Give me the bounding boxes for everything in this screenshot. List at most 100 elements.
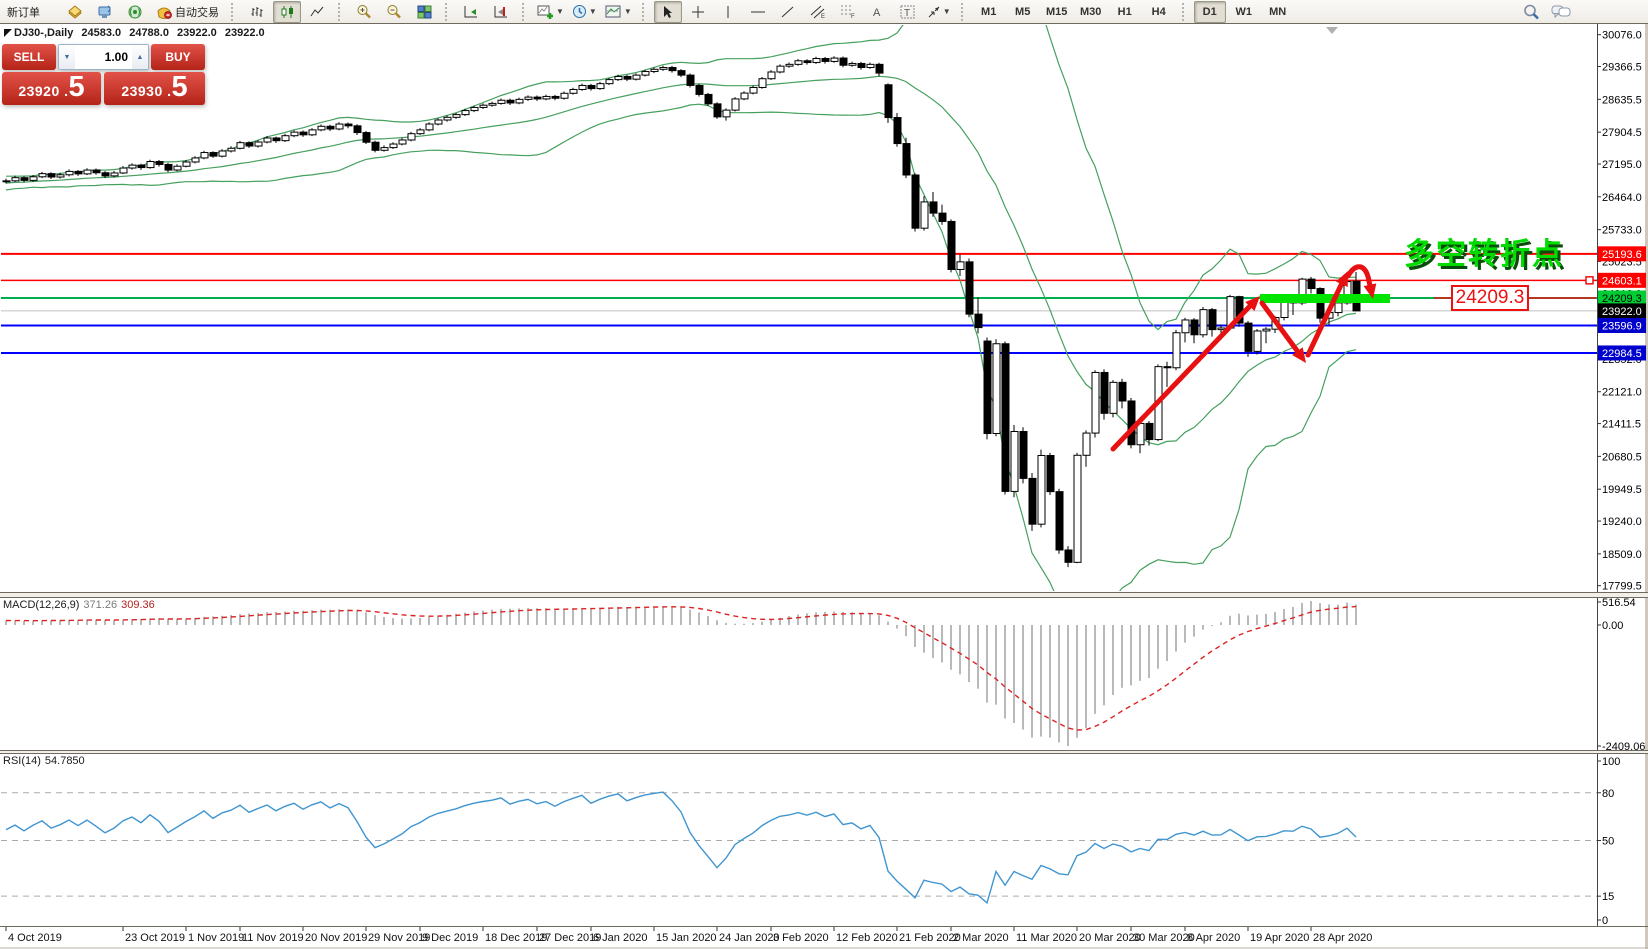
macd-pane	[5, 601, 1357, 746]
candle-body	[605, 79, 614, 85]
timeframe-H4[interactable]: H4	[1151, 5, 1166, 18]
date-label: 4 Oct 2019	[8, 932, 62, 944]
candle-body	[47, 173, 56, 178]
candle-body	[632, 74, 641, 80]
zoom-in-icon[interactable]	[350, 1, 378, 23]
turning-point-annotation[interactable]: 多空转折点	[1404, 238, 1564, 271]
arrowhead-icon[interactable]	[1245, 296, 1260, 311]
period-icon[interactable]: ▼	[569, 1, 600, 23]
sell-price-pip: 5	[68, 71, 85, 103]
vertical-line-icon[interactable]	[714, 1, 742, 23]
candle-body	[1055, 491, 1064, 551]
ohlc-low: 23922.0	[177, 27, 217, 39]
sell-button[interactable]: SELL	[2, 44, 56, 70]
channel-icon[interactable]: E	[804, 1, 832, 23]
candle-body	[686, 74, 695, 86]
chart-shift-marker-icon[interactable]	[1326, 27, 1338, 34]
candle-body	[974, 313, 983, 329]
price-tag-label: 25193.6	[1602, 249, 1642, 261]
price-tick-label: 25733.0	[1602, 225, 1642, 237]
orders-icon[interactable]	[61, 1, 89, 23]
candle-body	[1127, 400, 1136, 446]
tile-windows-icon[interactable]	[410, 1, 438, 23]
trendline-icon[interactable]	[774, 1, 802, 23]
candle-body	[713, 103, 722, 118]
price-tick-label: 27195.0	[1602, 159, 1642, 171]
arrowhead-icon[interactable]	[1335, 271, 1348, 287]
text-icon[interactable]: A	[864, 1, 892, 23]
candlestick-icon[interactable]	[273, 0, 301, 23]
horizontal-line-icon[interactable]	[744, 1, 772, 23]
crosshair-icon[interactable]	[684, 1, 712, 23]
trend-arrow-up-1[interactable]	[1110, 303, 1253, 452]
timeframe-D1[interactable]: D1	[1193, 0, 1226, 23]
candle-body	[389, 143, 398, 149]
timeframe-MN[interactable]: MN	[1269, 5, 1287, 18]
new-order-button[interactable]: 新订单	[7, 6, 40, 19]
template-icon[interactable]: ▼	[602, 1, 635, 23]
fibonacci-icon[interactable]: F	[834, 1, 862, 23]
candle-body	[614, 75, 623, 81]
auto-scroll-icon[interactable]	[457, 1, 485, 23]
line-chart-icon[interactable]	[303, 1, 331, 23]
sell-price[interactable]: 23920 .5	[2, 72, 101, 105]
chart-shift-icon[interactable]	[487, 1, 515, 23]
cursor-icon[interactable]	[653, 0, 682, 23]
candle-body	[128, 164, 137, 169]
timeframe-M15[interactable]: M15	[1045, 5, 1068, 18]
trend-arrow-up-2[interactable]	[1305, 280, 1345, 358]
volume-increment-button[interactable]: ▲	[132, 45, 148, 69]
date-label: 6 Jan 2020	[593, 932, 647, 944]
arrowhead-icon[interactable]	[1292, 347, 1306, 363]
svg-text:T: T	[904, 8, 910, 19]
candle-body	[92, 169, 101, 174]
text-label-icon[interactable]: T	[894, 1, 922, 23]
search-icon[interactable]	[1517, 1, 1545, 23]
timeframe-W1[interactable]: W1	[1235, 5, 1252, 18]
candle-body	[902, 143, 911, 176]
trend-arrow-hook[interactable]	[1345, 264, 1374, 293]
price-callout-label[interactable]: 24209.3	[1451, 285, 1529, 311]
volume-input[interactable]	[75, 45, 132, 69]
candle-body	[983, 340, 992, 435]
candle-body	[893, 117, 902, 145]
line-handle[interactable]	[1585, 276, 1594, 285]
pane-splitter[interactable]	[0, 592, 1648, 597]
support-zone-highlight[interactable]	[1260, 294, 1390, 303]
new-chart-icon[interactable]: ▼	[534, 1, 567, 23]
candle-body	[794, 60, 803, 65]
timeframe-M30[interactable]: M30	[1079, 5, 1102, 18]
terminal-icon[interactable]	[91, 1, 119, 23]
timeframe-M5[interactable]: M5	[1015, 5, 1031, 18]
buy-price[interactable]: 23930 .5	[104, 72, 205, 105]
arrows-icon[interactable]: ▼	[924, 1, 954, 23]
candle-body	[938, 212, 947, 222]
candle-body	[236, 142, 245, 149]
price-tag-25193.6	[1598, 246, 1646, 262]
buy-button[interactable]: BUY	[151, 44, 205, 70]
price-tick-label: 21411.5	[1602, 419, 1641, 431]
zoom-out-icon[interactable]	[380, 1, 408, 23]
autotrading-button[interactable]: 自动交易	[151, 1, 224, 23]
chat-icon[interactable]	[1547, 1, 1575, 23]
timeframe-H1[interactable]: H1	[1117, 5, 1132, 18]
candle-body	[1334, 302, 1343, 314]
price-tick-label: 26464.0	[1602, 192, 1642, 204]
ohlc-high: 24788.0	[129, 27, 169, 39]
one-click-toggle-icon[interactable]	[4, 29, 12, 37]
signals-icon[interactable]	[121, 1, 149, 23]
candle-body	[1172, 332, 1181, 369]
bar-chart-icon[interactable]	[243, 1, 271, 23]
pane-splitter[interactable]	[0, 750, 1648, 753]
trend-arrow-down-1[interactable]	[1259, 300, 1301, 355]
arrowhead-icon[interactable]	[1363, 283, 1377, 299]
candle-body	[524, 96, 533, 100]
chevron-down-icon: ▼	[942, 7, 951, 16]
price-tag-22984.5	[1598, 345, 1646, 361]
price-tag-label: 24603.1	[1602, 275, 1642, 287]
candle-body	[245, 142, 254, 147]
candle-body	[1208, 309, 1217, 331]
volume-decrement-button[interactable]: ▼	[59, 45, 75, 69]
timeframe-M1[interactable]: M1	[981, 5, 997, 18]
